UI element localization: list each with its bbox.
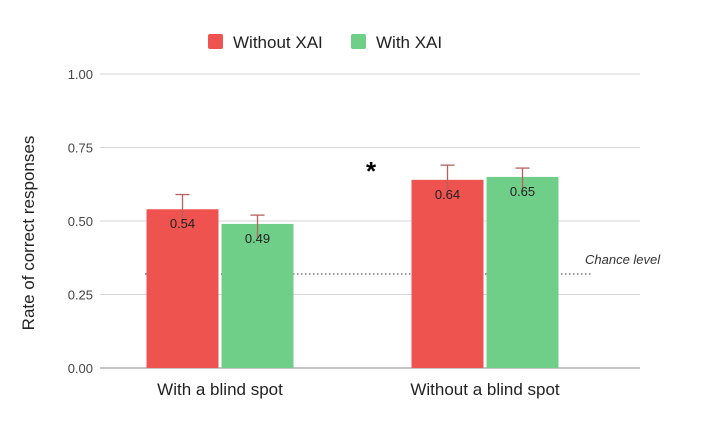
bar-data-label: 0.65 — [510, 184, 535, 199]
chance-level-label: Chance level — [585, 252, 661, 267]
y-tick-label: 0.25 — [68, 288, 93, 303]
significance-star: * — [366, 156, 377, 186]
y-axis-label: Rate of correct responses — [19, 136, 38, 331]
legend-label: With XAI — [376, 33, 442, 52]
data-labels: 0.54 0.49 0.64 0.65 — [170, 184, 535, 246]
legend: Without XAI With XAI — [208, 33, 442, 52]
y-tick-label: 0.00 — [68, 361, 93, 376]
y-tick-label: 0.75 — [68, 141, 93, 156]
bar-data-label: 0.54 — [170, 216, 195, 231]
bar — [221, 223, 294, 368]
x-category-label: With a blind spot — [157, 380, 283, 399]
x-category-label: Without a blind spot — [410, 380, 560, 399]
y-tick-label: 0.50 — [68, 214, 93, 229]
legend-swatch — [208, 34, 223, 49]
y-tick-labels: 0.00 0.25 0.50 0.75 1.00 — [68, 67, 93, 376]
bar-data-label: 0.49 — [245, 231, 270, 246]
error-bars — [175, 164, 530, 238]
bar — [411, 179, 484, 368]
bar — [486, 176, 559, 368]
bar-data-label: 0.64 — [435, 187, 460, 202]
legend-label: Without XAI — [233, 33, 323, 52]
x-category-labels: With a blind spot Without a blind spot — [157, 380, 560, 399]
legend-swatch — [351, 34, 366, 49]
y-tick-label: 1.00 — [68, 67, 93, 82]
bar — [146, 209, 219, 368]
bars — [146, 176, 559, 368]
